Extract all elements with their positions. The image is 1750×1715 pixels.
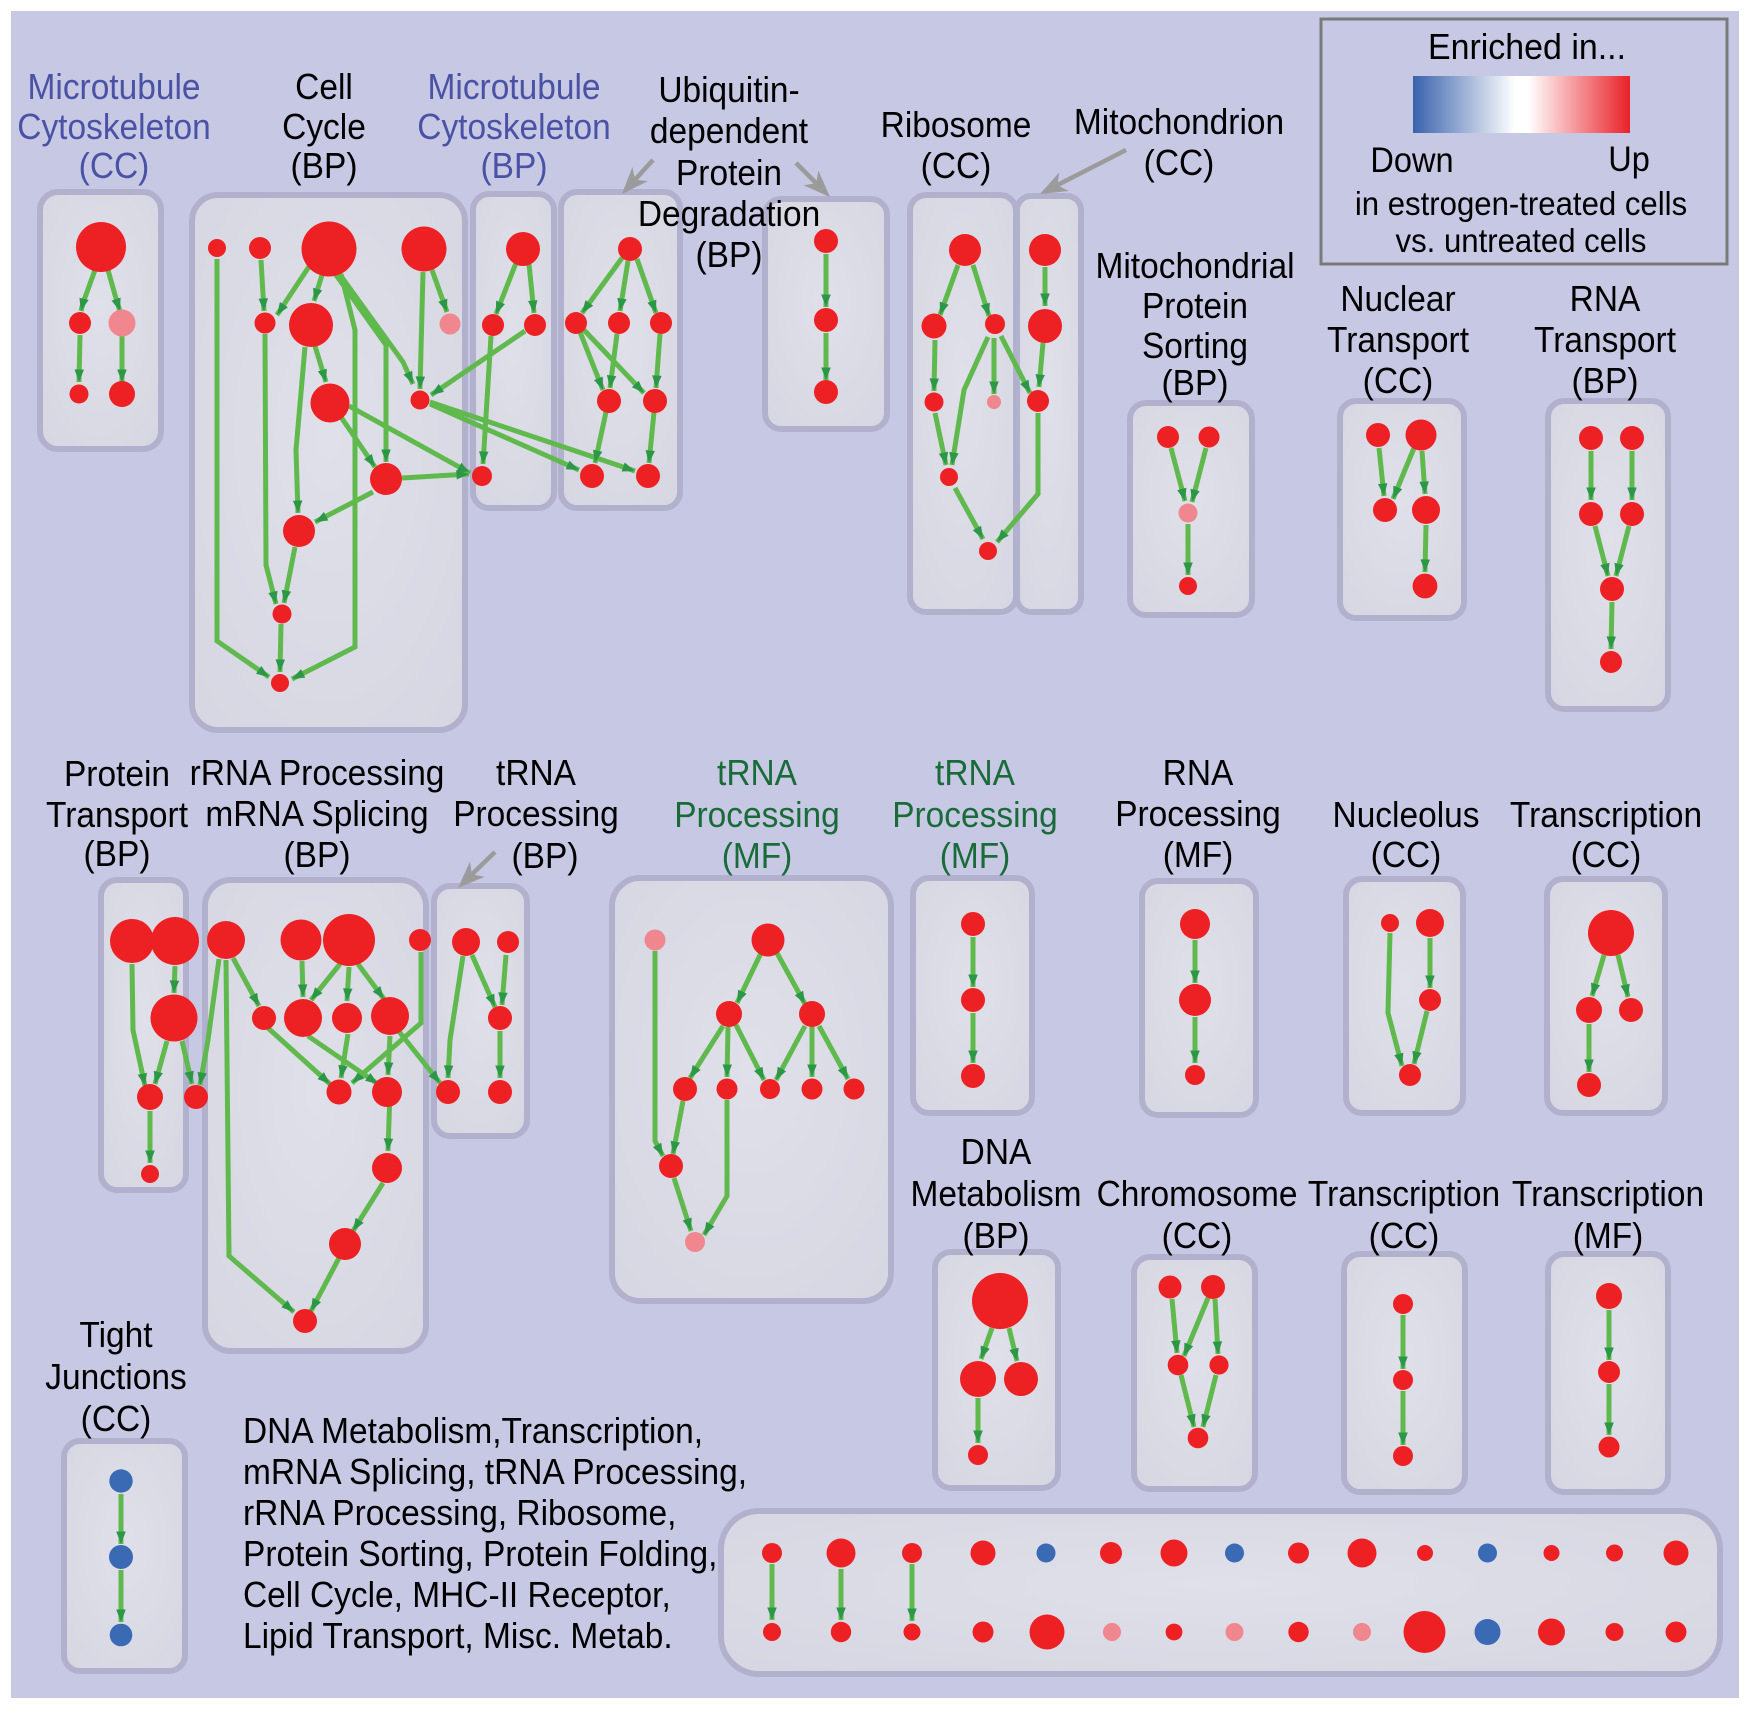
svg-text:mRNA Splicing: mRNA Splicing bbox=[205, 795, 428, 834]
svg-text:(CC): (CC) bbox=[1144, 144, 1215, 183]
svg-text:(MF): (MF) bbox=[1163, 836, 1234, 875]
svg-text:DNA: DNA bbox=[961, 1133, 1032, 1172]
svg-text:Cell Cycle, MHC-II Receptor,: Cell Cycle, MHC-II Receptor, bbox=[243, 1576, 671, 1615]
svg-text:Mitochondrion: Mitochondrion bbox=[1074, 103, 1284, 142]
svg-text:tRNA: tRNA bbox=[717, 754, 798, 793]
svg-text:tRNA: tRNA bbox=[935, 754, 1016, 793]
svg-text:Mitochondrial: Mitochondrial bbox=[1095, 247, 1294, 286]
svg-text:(CC): (CC) bbox=[81, 1400, 152, 1439]
svg-text:Ribosome: Ribosome bbox=[881, 106, 1032, 145]
svg-text:(CC): (CC) bbox=[79, 147, 150, 186]
svg-text:(CC): (CC) bbox=[921, 147, 992, 186]
svg-text:Processing: Processing bbox=[1115, 795, 1281, 834]
svg-text:(CC): (CC) bbox=[1369, 1217, 1440, 1256]
svg-text:in estrogen-treated cells: in estrogen-treated cells bbox=[1355, 185, 1687, 222]
svg-text:Lipid Transport, Misc. Metab.: Lipid Transport, Misc. Metab. bbox=[243, 1617, 673, 1656]
svg-text:Transport: Transport bbox=[1534, 321, 1676, 360]
svg-text:dependent: dependent bbox=[650, 112, 809, 151]
svg-text:Protein: Protein bbox=[1142, 287, 1248, 326]
svg-text:Metabolism: Metabolism bbox=[910, 1175, 1081, 1214]
svg-text:Transcription: Transcription bbox=[1512, 1175, 1704, 1214]
svg-text:Microtubule: Microtubule bbox=[428, 68, 601, 107]
svg-text:(BP): (BP) bbox=[481, 147, 548, 186]
svg-text:RNA: RNA bbox=[1163, 754, 1234, 793]
svg-text:Processing: Processing bbox=[674, 796, 840, 835]
svg-text:DNA Metabolism,Transcription,: DNA Metabolism,Transcription, bbox=[243, 1412, 703, 1451]
svg-text:RNA: RNA bbox=[1570, 280, 1641, 319]
svg-text:Cycle: Cycle bbox=[282, 108, 366, 147]
svg-text:rRNA Processing: rRNA Processing bbox=[190, 754, 445, 793]
svg-text:Processing: Processing bbox=[892, 796, 1058, 835]
svg-text:Sorting: Sorting bbox=[1142, 327, 1248, 366]
svg-text:Cytoskeleton: Cytoskeleton bbox=[17, 108, 210, 147]
svg-text:(BP): (BP) bbox=[1162, 364, 1229, 403]
svg-text:Transport: Transport bbox=[1327, 321, 1469, 360]
svg-text:Ubiquitin-: Ubiquitin- bbox=[658, 71, 799, 110]
svg-text:(CC): (CC) bbox=[1162, 1217, 1233, 1256]
svg-text:(BP): (BP) bbox=[1572, 362, 1639, 401]
svg-text:Cell: Cell bbox=[295, 68, 353, 107]
svg-text:(CC): (CC) bbox=[1363, 362, 1434, 401]
svg-text:rRNA Processing, Ribosome,: rRNA Processing, Ribosome, bbox=[243, 1494, 676, 1533]
svg-text:Microtubule: Microtubule bbox=[28, 68, 201, 107]
svg-text:(BP): (BP) bbox=[291, 147, 358, 186]
svg-text:(BP): (BP) bbox=[284, 836, 351, 875]
svg-text:tRNA: tRNA bbox=[496, 754, 577, 793]
svg-text:(MF): (MF) bbox=[940, 837, 1011, 876]
svg-text:Transcription: Transcription bbox=[1510, 796, 1702, 835]
svg-text:Cytoskeleton: Cytoskeleton bbox=[417, 108, 610, 147]
svg-text:(BP): (BP) bbox=[696, 236, 763, 275]
svg-text:Transport: Transport bbox=[46, 796, 188, 835]
svg-text:vs. untreated cells: vs. untreated cells bbox=[1396, 222, 1647, 259]
svg-text:Degradation: Degradation bbox=[638, 195, 820, 234]
svg-text:(CC): (CC) bbox=[1571, 836, 1642, 875]
svg-text:Chromosome: Chromosome bbox=[1097, 1175, 1298, 1214]
svg-text:Transcription: Transcription bbox=[1308, 1175, 1500, 1214]
svg-text:(CC): (CC) bbox=[1371, 836, 1442, 875]
svg-text:Nucleolus: Nucleolus bbox=[1333, 796, 1480, 835]
svg-text:Processing: Processing bbox=[453, 795, 619, 834]
svg-text:(MF): (MF) bbox=[1573, 1217, 1644, 1256]
svg-text:Enriched in...: Enriched in... bbox=[1428, 27, 1626, 67]
svg-text:Nuclear: Nuclear bbox=[1340, 280, 1455, 319]
svg-text:Protein: Protein bbox=[64, 755, 170, 794]
svg-text:Up: Up bbox=[1608, 140, 1650, 179]
svg-text:(BP): (BP) bbox=[512, 837, 579, 876]
svg-text:mRNA Splicing, tRNA Processing: mRNA Splicing, tRNA Processing, bbox=[243, 1453, 747, 1492]
svg-text:Tight: Tight bbox=[79, 1316, 152, 1355]
svg-text:Protein Sorting, Protein Foldi: Protein Sorting, Protein Folding, bbox=[243, 1535, 717, 1574]
svg-text:Protein: Protein bbox=[676, 154, 782, 193]
svg-text:(MF): (MF) bbox=[722, 837, 793, 876]
svg-text:(BP): (BP) bbox=[84, 835, 151, 874]
svg-text:Down: Down bbox=[1370, 141, 1453, 180]
svg-text:Junctions: Junctions bbox=[45, 1358, 186, 1397]
svg-text:(BP): (BP) bbox=[963, 1217, 1030, 1256]
